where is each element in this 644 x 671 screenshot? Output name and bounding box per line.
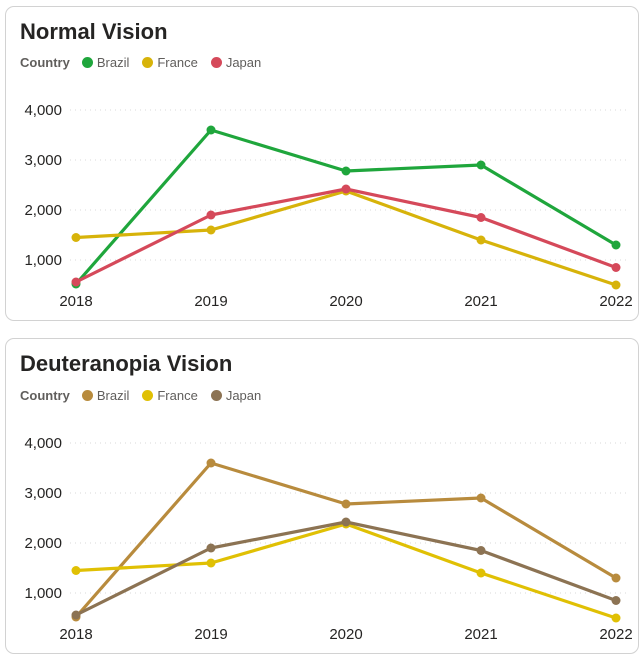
x-axis-label: 2018	[59, 626, 92, 643]
data-point-france-2022[interactable]	[611, 613, 621, 623]
legend-label-brazil: Brazil	[96, 55, 130, 71]
data-point-france-2021[interactable]	[476, 568, 486, 578]
x-axis-label: 2019	[194, 293, 227, 310]
legend-dot-france	[142, 57, 154, 69]
data-point-japan-2022[interactable]	[611, 595, 621, 605]
data-point-japan-2018[interactable]	[71, 277, 81, 287]
legend-item-japan[interactable]: Japan	[210, 387, 262, 403]
data-point-brazil-2021[interactable]	[476, 160, 486, 170]
legend-label-france: France	[157, 55, 198, 71]
y-axis-label: 2,000	[24, 202, 62, 219]
data-point-brazil-2021[interactable]	[476, 493, 486, 503]
data-point-brazil-2022[interactable]	[611, 573, 621, 583]
y-axis-label: 4,000	[24, 102, 62, 119]
data-point-brazil-2019[interactable]	[206, 458, 216, 468]
x-axis-label: 2019	[194, 626, 227, 643]
x-axis-label: 2022	[599, 293, 632, 310]
data-point-japan-2020[interactable]	[341, 517, 351, 527]
chart-card-normal-vision: Normal Vision Country Brazil France Japan …	[5, 6, 639, 322]
data-point-france-2021[interactable]	[476, 235, 486, 245]
legend-items: Brazil France Japan	[81, 55, 262, 71]
series-line-brazil[interactable]	[74, 128, 618, 286]
legend-dot-japan	[210, 57, 222, 69]
legend-normal-vision: Country Brazil France Japan	[20, 55, 634, 70]
data-point-japan-2021[interactable]	[476, 213, 486, 223]
data-point-brazil-2020[interactable]	[341, 499, 351, 509]
data-point-japan-2021[interactable]	[476, 545, 486, 555]
line-chart-deuteranopia-vision[interactable]: 1,000 2,000 3,000 4,000 2018 2019 2020 2021 2022	[16, 419, 634, 645]
legend-dot-france	[142, 389, 154, 401]
legend-item-brazil[interactable]: Brazil	[81, 55, 130, 71]
x-axis-label: 2020	[329, 293, 362, 310]
data-point-japan-2019[interactable]	[206, 543, 216, 553]
legend-item-japan[interactable]: Japan	[210, 55, 262, 71]
legend-label-japan: Japan	[225, 55, 262, 71]
chart-title-deuteranopia-vision: Deuteranopia Vision	[20, 351, 233, 377]
legend-label-japan: Japan	[225, 387, 262, 403]
legend-dot-brazil	[81, 57, 93, 69]
legend-title: Country	[20, 55, 70, 71]
legend-dot-brazil	[81, 389, 93, 401]
x-axis-label: 2018	[59, 293, 92, 310]
legend-items: Brazil France Japan	[81, 387, 262, 403]
y-axis-label: 2,000	[24, 535, 62, 552]
data-point-france-2022[interactable]	[611, 280, 621, 290]
series-line-japan[interactable]	[74, 187, 618, 284]
legend-label-brazil: Brazil	[96, 387, 130, 403]
y-axis-label: 3,000	[24, 485, 62, 502]
data-point-japan-2020[interactable]	[341, 184, 351, 194]
chart-title-normal-vision: Normal Vision	[20, 19, 168, 44]
chart-card-deuteranopia-vision: Deuteranopia Vision Country Brazil France…	[5, 338, 639, 654]
data-point-brazil-2020[interactable]	[341, 166, 351, 176]
x-axis-label: 2021	[464, 626, 497, 643]
data-point-france-2019[interactable]	[206, 225, 216, 235]
series-line-japan[interactable]	[74, 520, 618, 617]
series-line-brazil[interactable]	[74, 461, 618, 619]
y-axis-label: 3,000	[24, 152, 62, 169]
x-axis-label: 2020	[329, 626, 362, 643]
legend-deuteranopia-vision: Country Brazil France Japan	[20, 388, 634, 403]
x-axis-label: 2022	[599, 626, 632, 643]
data-point-japan-2018[interactable]	[71, 610, 81, 620]
data-point-brazil-2022[interactable]	[611, 240, 621, 250]
y-axis-label: 4,000	[24, 435, 62, 452]
legend-item-france[interactable]: France	[142, 387, 198, 403]
data-point-france-2018[interactable]	[71, 565, 81, 575]
legend-title: Country	[20, 387, 70, 403]
data-point-france-2019[interactable]	[206, 558, 216, 568]
legend-label-france: France	[157, 387, 198, 403]
data-point-japan-2019[interactable]	[206, 210, 216, 220]
data-point-france-2018[interactable]	[71, 233, 81, 243]
y-axis-label: 1,000	[24, 585, 62, 602]
x-axis-label: 2021	[464, 293, 497, 310]
y-axis-label: 1,000	[24, 252, 62, 269]
line-chart-normal-vision[interactable]: 1,000 2,000 3,000 4,000 2018 2019 2020 2021 2022	[16, 86, 634, 312]
data-point-japan-2022[interactable]	[611, 263, 621, 273]
legend-dot-japan	[210, 389, 222, 401]
legend-item-brazil[interactable]: Brazil	[81, 387, 130, 403]
legend-item-france[interactable]: France	[142, 55, 198, 71]
data-point-brazil-2019[interactable]	[206, 125, 216, 135]
